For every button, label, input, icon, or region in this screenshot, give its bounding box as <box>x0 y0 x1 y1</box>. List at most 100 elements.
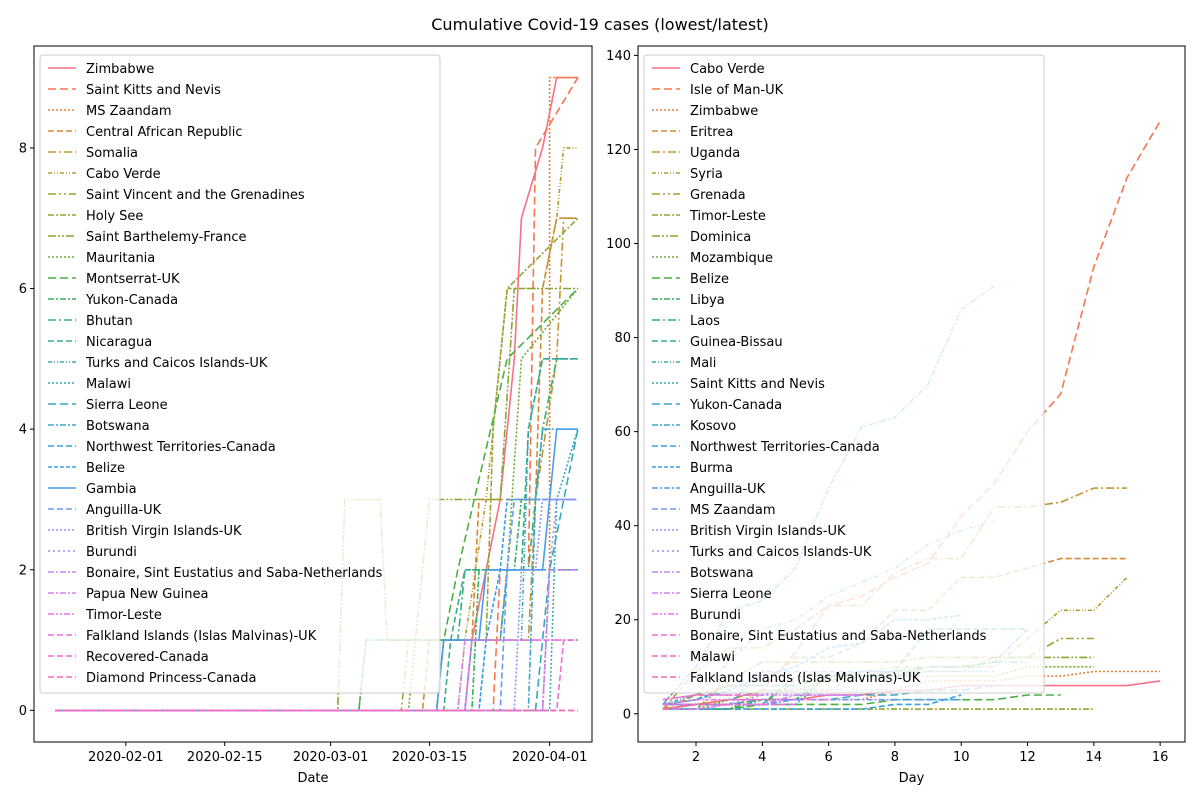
series-line-29 <box>662 703 730 710</box>
legend-label: Belize <box>86 461 125 476</box>
x-tick-label: 4 <box>758 750 766 765</box>
legend-label: Syria <box>690 167 723 182</box>
legend-label: Belize <box>690 272 729 287</box>
series-line-26 <box>55 639 578 712</box>
legend-label: MS Zaandam <box>690 503 776 518</box>
legend-label: Falkland Islands (Islas Malvinas)-UK <box>690 671 921 686</box>
x-tick-label: 2020-03-01 <box>293 750 369 765</box>
legend-label: British Virgin Islands-UK <box>690 524 846 539</box>
legend-label: Dominica <box>690 230 751 245</box>
x-tick-label: 2020-03-15 <box>392 750 468 765</box>
legend-label: Yukon-Canada <box>689 398 782 413</box>
legend-label: Somalia <box>86 146 138 161</box>
legend-label: Malawi <box>86 377 131 392</box>
legend-label: Burma <box>690 461 733 476</box>
x-tick-label: 6 <box>824 750 832 765</box>
legend-label: Bonaire, Sint Eustatius and Saba-Netherl… <box>86 566 383 581</box>
y-tick-label: 40 <box>614 519 631 534</box>
left-chart: 2020-02-01 2020-02-15 2020-03-01 2020-03-15… <box>19 45 593 786</box>
legend-box <box>643 54 1045 694</box>
figure-title: Cumulative Covid-19 cases (lowest/latest… <box>431 15 768 34</box>
legend-label: Mali <box>690 356 716 371</box>
legend-label: Kosovo <box>690 419 736 434</box>
series-line-27 <box>55 639 578 712</box>
x-tick-label: 14 <box>1086 750 1103 765</box>
x-tick-label: 2 <box>692 750 700 765</box>
legend-label: Northwest Territories-Canada <box>86 440 276 455</box>
legend-label: Timor-Leste <box>689 209 766 224</box>
legend-label: Burundi <box>690 608 741 623</box>
legend-label: Sierra Leone <box>86 398 168 413</box>
legend-label: Nicaragua <box>86 335 152 350</box>
y-tick-label: 4 <box>19 423 27 438</box>
legend-label: Turks and Caicos Islands-UK <box>85 356 268 371</box>
legend-label: Anguilla-UK <box>86 503 162 518</box>
legend-label: Cabo Verde <box>86 167 161 182</box>
y-tick-label: 6 <box>19 282 27 297</box>
legend-label: Isle of Man-UK <box>690 83 784 98</box>
legend-label: Libya <box>690 293 725 308</box>
legend-label: Saint Vincent and the Grenadines <box>86 188 305 203</box>
series-line-26 <box>662 698 829 706</box>
legend-label: Central African Republic <box>86 125 242 140</box>
x-tick-label: 16 <box>1152 750 1169 765</box>
legend-label: Diamond Princess-Canada <box>86 671 257 686</box>
legend-label: Botswana <box>690 566 754 581</box>
series-lines <box>55 76 579 712</box>
legend-label: Recovered-Canada <box>86 650 209 665</box>
legend-label: Zimbabwe <box>690 104 758 119</box>
legend-label: Holy See <box>86 209 143 224</box>
legend-label: Guinea-Bissau <box>690 335 783 350</box>
legend-label: Botswana <box>86 419 150 434</box>
right-chart: 2 4 6 8 10 12 14 16 0 20 40 60 80 100 120 140 Day Cabo Ve… <box>606 45 1186 786</box>
x-tick-label: 8 <box>891 750 899 765</box>
legend-label: Mozambique <box>690 251 773 266</box>
series-line-23 <box>55 498 578 712</box>
legend-label: Cabo Verde <box>690 62 765 77</box>
y-tick-label: 8 <box>19 141 27 156</box>
legend-label: Montserrat-UK <box>86 272 180 287</box>
legend-label: Grenada <box>690 188 746 203</box>
legend-label: Malawi <box>690 650 735 665</box>
y-tick-label: 0 <box>623 707 631 722</box>
series-line-28 <box>662 694 763 701</box>
legend-label: Eritrea <box>690 125 733 140</box>
y-tick-label: 0 <box>19 704 27 719</box>
legend: Cabo Verde Isle of Man-UK Zimbabwe Eritrea U… <box>643 54 1045 694</box>
legend-label: Falkland Islands (Islas Malvinas)-UK <box>86 629 317 644</box>
x-tick-label: 2020-04-01 <box>512 750 588 765</box>
y-tick-label: 120 <box>606 143 631 158</box>
x-tick-label: 10 <box>953 750 970 765</box>
legend-label: Bhutan <box>86 314 133 329</box>
legend-label: Saint Kitts and Nevis <box>86 83 221 98</box>
series-line-18 <box>662 694 962 710</box>
y-tick-label: 80 <box>614 331 631 346</box>
legend-label: Papua New Guinea <box>86 587 208 602</box>
y-tick-label: 60 <box>614 425 631 440</box>
y-tick-label: 20 <box>614 613 631 628</box>
legend-label: Yukon-Canada <box>85 293 178 308</box>
x-axis-label: Date <box>297 771 328 786</box>
y-tick-label: 140 <box>606 49 631 64</box>
axes-frame <box>33 45 593 743</box>
x-tick-label: 2020-02-01 <box>88 750 164 765</box>
legend-label: Anguilla-UK <box>690 482 766 497</box>
legend-label: Timor-Leste <box>85 608 162 623</box>
legend-label: Sierra Leone <box>690 587 772 602</box>
legend-label: Uganda <box>690 146 740 161</box>
legend-label: Turks and Caicos Islands-UK <box>689 545 872 560</box>
legend-label: British Virgin Islands-UK <box>86 524 242 539</box>
x-axis-label: Day <box>899 771 925 786</box>
legend-label: Northwest Territories-Canada <box>690 440 880 455</box>
axes-frame <box>637 45 1186 743</box>
legend-label: MS Zaandam <box>86 104 172 119</box>
x-tick-label: 2020-02-15 <box>187 750 263 765</box>
legend-label: Bonaire, Sint Eustatius and Saba-Netherl… <box>690 629 987 644</box>
y-tick-label: 2 <box>19 563 27 578</box>
series-line-21 <box>55 498 578 712</box>
y-tick-label: 100 <box>606 237 631 252</box>
legend: Zimbabwe Saint Kitts and Nevis MS Zaandam C… <box>39 54 441 694</box>
legend-label: Zimbabwe <box>86 62 154 77</box>
legend-label: Saint Barthelemy-France <box>86 230 247 245</box>
